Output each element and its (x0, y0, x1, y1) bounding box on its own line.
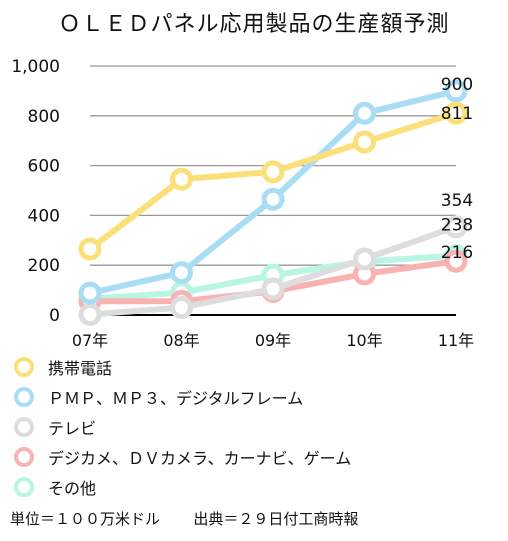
legend-item: ＰＭＰ、ＭＰ３、デジタルフレーム (14, 382, 351, 412)
legend-swatch (14, 477, 34, 497)
x-tick-label: 11年 (438, 331, 474, 350)
legend-label: その他 (48, 479, 97, 498)
data-label: 900 (441, 75, 473, 95)
legend: 携帯電話 ＰＭＰ、ＭＰ３、デジタルフレーム テレビデジカメ、ＤＶカメラ、カーナビ、ゲ… (14, 352, 351, 502)
data-point (444, 249, 468, 273)
x-tick-label: 07年 (72, 331, 108, 350)
legend-item: デジカメ、ＤＶカメラ、カーナビ、ゲーム (14, 442, 351, 472)
y-axis: 0 200 400 600 800 1,000 (11, 57, 60, 326)
data-point (78, 237, 102, 261)
data-label: 238 (441, 216, 473, 236)
data-point (444, 215, 468, 239)
y-tick-label: 800 (28, 107, 60, 127)
legend-swatch (14, 447, 34, 467)
y-tick-label: 400 (28, 206, 60, 226)
source-note: 出典＝２９日付工商時報 (193, 510, 359, 528)
legend-swatch (14, 417, 34, 437)
x-tick-label: 09年 (255, 331, 291, 350)
legend-item: 携帯電話 (14, 352, 351, 382)
y-tick-label: 0 (49, 306, 60, 326)
data-point (170, 261, 193, 285)
footer: 単位＝１００万米ドル 出典＝２９日付工商時報 (10, 508, 358, 529)
legend-label: テレビ (48, 419, 97, 438)
data-point (78, 303, 102, 327)
data-label: 216 (441, 243, 473, 263)
data-point (78, 281, 102, 305)
legend-swatch (14, 387, 34, 407)
legend-label: ＰＭＰ、ＭＰ３、デジタルフレーム (48, 389, 304, 408)
chart-title: ＯＬＥＤパネル応用製品の生産額予測 (58, 12, 450, 37)
data-labels: 900 811 354 238 216 (441, 75, 473, 263)
data-point (444, 101, 468, 125)
data-point (261, 187, 285, 211)
legend-label: デジカメ、ＤＶカメラ、カーナビ、ゲーム (48, 449, 352, 468)
legend-item: その他 (14, 472, 351, 502)
x-tick-label: 08年 (163, 331, 199, 350)
data-label: 354 (441, 191, 473, 211)
y-tick-label: 600 (28, 157, 60, 177)
y-tick-label: 200 (28, 256, 60, 276)
y-tick-label: 1,000 (11, 57, 60, 77)
x-axis: 07年 08年 09年 10年 11年 (72, 331, 474, 350)
unit-note: 単位＝１００万米ドル (10, 510, 161, 528)
data-point (170, 296, 193, 320)
data-label: 811 (441, 104, 473, 124)
series-group (78, 79, 468, 327)
legend-swatch (14, 357, 34, 377)
data-point (261, 160, 285, 184)
data-point (170, 167, 193, 191)
data-point (353, 247, 376, 271)
legend-label: 携帯電話 (48, 359, 113, 378)
data-point (353, 101, 376, 125)
data-point (261, 277, 285, 301)
data-point (444, 79, 468, 103)
x-tick-label: 10年 (346, 331, 382, 350)
legend-item: テレビ (14, 412, 351, 442)
data-point (353, 130, 376, 154)
